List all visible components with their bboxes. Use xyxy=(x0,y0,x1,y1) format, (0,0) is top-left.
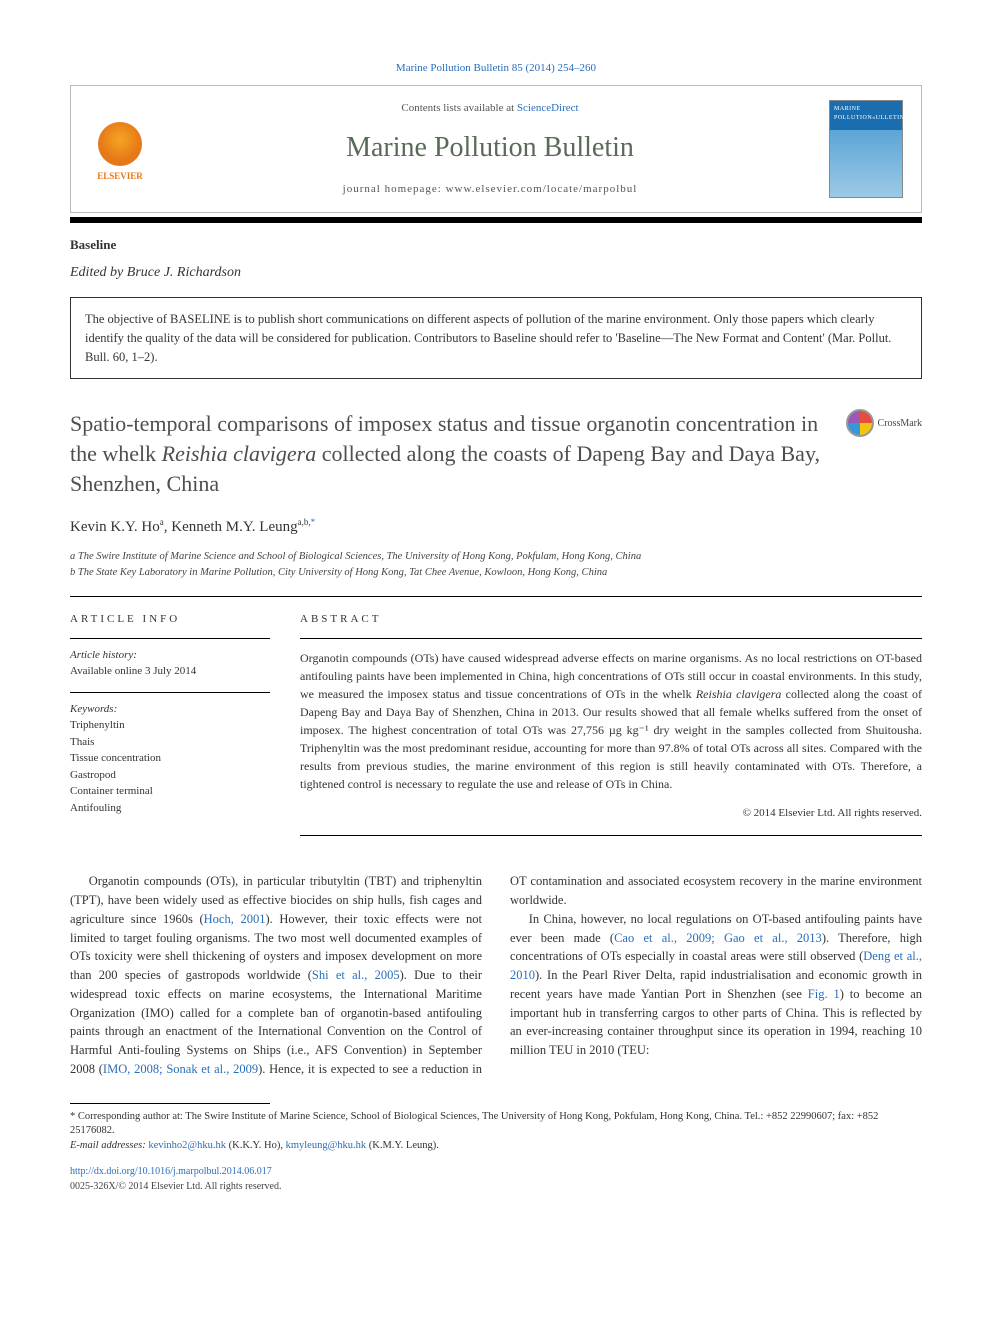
contents-prefix: Contents lists available at xyxy=(401,102,516,114)
email-1-who: (K.K.Y. Ho), xyxy=(226,1140,286,1151)
author-2-aff: a,b, xyxy=(298,517,311,527)
editor-prefix: Edited by xyxy=(70,265,127,280)
issn-copyright: 0025-326X/© 2014 Elsevier Ltd. All right… xyxy=(70,1181,281,1192)
cite-imo-2008[interactable]: IMO, 2008; Sonak et al., 2009 xyxy=(103,1062,258,1076)
corresponding-mark: * xyxy=(311,517,316,527)
body-text: Organotin compounds (OTs), in particular… xyxy=(70,872,922,1078)
email-label: E-mail addresses: xyxy=(70,1140,146,1151)
crossmark-widget[interactable]: CrossMark xyxy=(846,409,922,437)
abstract-body: Organotin compounds (OTs) have caused wi… xyxy=(300,638,922,793)
affiliations: a The Swire Institute of Marine Science … xyxy=(70,549,922,581)
abstract-copyright: © 2014 Elsevier Ltd. All rights reserved… xyxy=(300,805,922,837)
abstract-post: collected along the coast of Dapeng Bay … xyxy=(300,687,922,791)
authors: Kevin K.Y. Hoa, Kenneth M.Y. Leunga,b,* xyxy=(70,516,922,539)
keyword: Thais xyxy=(70,734,270,751)
affiliation-a: a The Swire Institute of Marine Science … xyxy=(70,549,922,565)
email-2-link[interactable]: kmyleung@hku.hk xyxy=(286,1140,367,1151)
crossmark-icon xyxy=(846,409,874,437)
keyword: Gastropod xyxy=(70,767,270,784)
affiliation-b: b The State Key Laboratory in Marine Pol… xyxy=(70,565,922,581)
title-species: Reishia clavigera xyxy=(162,441,317,466)
doi-link[interactable]: http://dx.doi.org/10.1016/j.marpolbul.20… xyxy=(70,1166,272,1177)
journal-homepage: journal homepage: www.elsevier.com/locat… xyxy=(169,181,811,198)
keyword: Container terminal xyxy=(70,783,270,800)
editor-line: Edited by Bruce J. Richardson xyxy=(70,262,922,283)
author-2: Kenneth M.Y. Leung xyxy=(171,519,297,535)
email-line: E-mail addresses: kevinho2@hku.hk (K.K.Y… xyxy=(70,1139,922,1154)
cite-cao-2009[interactable]: Cao et al., 2009; Gao et al., 2013 xyxy=(614,931,822,945)
elsevier-logo: ELSEVIER xyxy=(89,114,151,184)
abstract-species: Reishia clavigera xyxy=(696,687,782,701)
baseline-objective-box: The objective of BASELINE is to publish … xyxy=(70,297,922,379)
crossmark-label: CrossMark xyxy=(878,416,922,431)
keywords-label: Keywords: xyxy=(70,701,270,718)
article-info-heading: ARTICLE INFO xyxy=(70,611,270,628)
header-center: Contents lists available at ScienceDirec… xyxy=(169,100,811,197)
divider-bar xyxy=(70,217,922,223)
email-2-who: (K.M.Y. Leung). xyxy=(366,1140,439,1151)
history-value: Available online 3 July 2014 xyxy=(70,663,270,680)
fig-1-link[interactable]: Fig. 1 xyxy=(808,987,840,1001)
journal-name: Marine Pollution Bulletin xyxy=(169,127,811,169)
section-label: Baseline xyxy=(70,235,922,255)
journal-header: ELSEVIER Contents lists available at Sci… xyxy=(70,85,922,213)
article-info-column: ARTICLE INFO Article history: Available … xyxy=(70,611,270,836)
footnote-separator xyxy=(70,1103,270,1104)
author-1: Kevin K.Y. Ho xyxy=(70,519,160,535)
cite-hoch-2001[interactable]: Hoch, 2001 xyxy=(204,912,266,926)
history-label: Article history: xyxy=(70,647,270,664)
citation-line: Marine Pollution Bulletin 85 (2014) 254–… xyxy=(70,60,922,77)
footnotes: * Corresponding author at: The Swire Ins… xyxy=(70,1103,922,1154)
corresponding-author-note: * Corresponding author at: The Swire Ins… xyxy=(70,1110,922,1139)
keyword: Tissue concentration xyxy=(70,750,270,767)
abstract-heading: ABSTRACT xyxy=(300,611,922,628)
abstract-column: ABSTRACT Organotin compounds (OTs) have … xyxy=(300,611,922,836)
email-1-link[interactable]: kevinho2@hku.hk xyxy=(148,1140,226,1151)
body-paragraph-2: In China, however, no local regulations … xyxy=(510,910,922,1060)
elsevier-tree-icon xyxy=(98,122,142,166)
cite-shi-2005[interactable]: Shi et al., 2005 xyxy=(312,968,400,982)
journal-cover-thumbnail xyxy=(829,100,903,198)
footer: http://dx.doi.org/10.1016/j.marpolbul.20… xyxy=(70,1164,922,1194)
editor-name: Bruce J. Richardson xyxy=(127,265,241,280)
contents-available: Contents lists available at ScienceDirec… xyxy=(169,100,811,117)
article-title: Spatio-temporal comparisons of imposex s… xyxy=(70,409,830,498)
keyword: Triphenyltin xyxy=(70,717,270,734)
sciencedirect-link[interactable]: ScienceDirect xyxy=(517,102,579,114)
keyword: Antifouling xyxy=(70,800,270,817)
publisher-name: ELSEVIER xyxy=(97,170,143,184)
